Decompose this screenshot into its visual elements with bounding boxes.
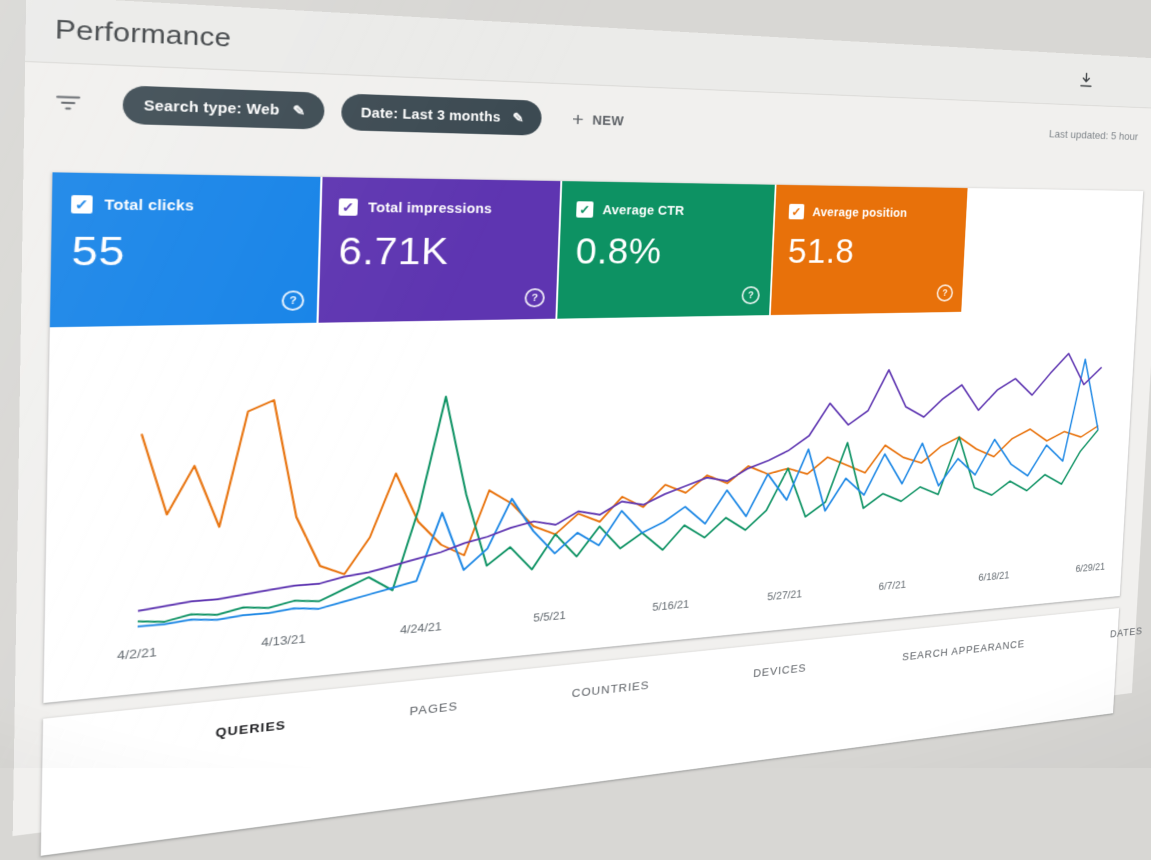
tab-devices[interactable]: DEVICES [752,652,807,693]
metric-checkbox[interactable]: ✓ [789,204,805,220]
metric-card-header: ✓ Average CTR [561,181,775,219]
download-icon [1078,71,1095,89]
line-average-position [138,371,1101,589]
performance-line-chart [44,329,1135,654]
help-icon[interactable]: ? [936,284,953,301]
check-icon: ✓ [75,197,89,211]
last-updated-text: Last updated: 5 hour [1049,128,1139,143]
x-axis-label: 4/2/21 [117,646,157,663]
metric-value: 51.8 [773,219,966,271]
plus-icon: + [572,110,585,130]
search-type-filter-chip[interactable]: Search type: Web ✎ [122,85,325,129]
metric-label: Average CTR [602,202,684,217]
tab-dates[interactable]: DATES [1109,616,1143,652]
page-title: Performance [55,13,232,53]
x-axis-label: 4/13/21 [261,632,306,649]
metric-value: 55 [51,213,320,275]
date-chip-label: Date: Last 3 months [361,105,501,125]
line-total-impressions [138,353,1102,611]
metric-value: 6.71K [320,215,559,274]
metric-value: 0.8% [559,217,773,272]
help-icon[interactable]: ? [524,288,545,307]
tab-countries[interactable]: COUNTRIES [571,668,650,714]
metric-card-average-ctr[interactable]: ✓ Average CTR 0.8% ? [557,181,775,319]
search-console-performance-page: Performance Search type: Web ✎ Date: Las… [13,0,1151,836]
filter-icon[interactable] [54,90,83,116]
tab-pages[interactable]: PAGES [409,689,459,733]
metric-card-header: ✓ Total clicks [52,172,321,215]
check-icon: ✓ [342,200,355,214]
tab-queries[interactable]: QUERIES [215,707,287,755]
metric-card-total-clicks[interactable]: ✓ Total clicks 55 ? [50,172,321,327]
metric-label: Average position [812,205,907,219]
metric-checkbox[interactable]: ✓ [576,201,594,217]
tab-search-appearance[interactable]: SEARCH APPEARANCE [901,628,1025,675]
edit-pencil-icon: ✎ [512,109,524,125]
edit-pencil-icon: ✎ [292,102,305,119]
x-axis-label: 6/7/21 [878,579,906,593]
x-axis-label: 5/16/21 [652,598,689,613]
new-filter-button[interactable]: + NEW [566,109,630,132]
metric-card-header: ✓ Average position [775,185,968,221]
help-icon[interactable]: ? [741,286,760,304]
x-axis-label: 5/27/21 [767,588,802,603]
metric-card-average-position[interactable]: ✓ Average position 51.8 ? [771,185,968,315]
metric-checkbox[interactable]: ✓ [71,195,93,214]
metric-label: Total clicks [104,197,194,214]
metric-card-header: ✓ Total impressions [322,177,561,217]
help-icon[interactable]: ? [281,290,304,310]
check-icon: ✓ [579,203,591,216]
x-axis-label: 6/18/21 [978,570,1010,584]
metric-cards-row: ✓ Total clicks 55 ? ✓ Total impressions … [50,172,1143,327]
x-axis-label: 4/24/21 [400,620,442,636]
date-filter-chip[interactable]: Date: Last 3 months ✎ [341,93,542,135]
new-filter-label: NEW [592,113,624,128]
export-download-button[interactable] [1073,65,1099,93]
x-axis-label: 5/5/21 [533,609,566,624]
search-type-chip-label: Search type: Web [144,97,280,117]
metric-checkbox[interactable]: ✓ [338,198,357,215]
metric-card-total-impressions[interactable]: ✓ Total impressions 6.71K ? [319,177,561,323]
x-axis-label: 6/29/21 [1075,561,1105,574]
check-icon: ✓ [791,206,802,218]
metric-label: Total impressions [368,200,492,216]
